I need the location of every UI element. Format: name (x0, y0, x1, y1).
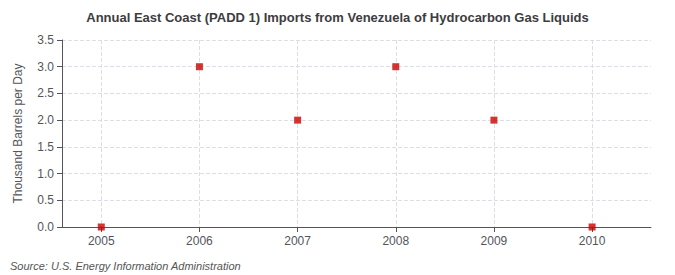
svg-text:Thousand Barrels per Day: Thousand Barrels per Day (11, 63, 25, 203)
svg-text:2009: 2009 (481, 234, 508, 248)
svg-text:2006: 2006 (186, 234, 213, 248)
svg-text:2010: 2010 (579, 234, 606, 248)
svg-text:3.0: 3.0 (37, 60, 54, 74)
svg-text:1.0: 1.0 (37, 167, 54, 181)
svg-text:0.5: 0.5 (37, 193, 54, 207)
svg-text:2008: 2008 (382, 234, 409, 248)
svg-text:1.5: 1.5 (37, 140, 54, 154)
svg-text:Annual East Coast (PADD 1) Imp: Annual East Coast (PADD 1) Imports from … (86, 10, 589, 25)
svg-text:3.5: 3.5 (37, 33, 54, 47)
svg-text:Source: U.S. Energy Informatio: Source: U.S. Energy Information Administ… (10, 260, 241, 272)
svg-text:2.0: 2.0 (37, 113, 54, 127)
svg-text:0.0: 0.0 (37, 220, 54, 234)
svg-text:2005: 2005 (88, 234, 115, 248)
svg-text:2.5: 2.5 (37, 86, 54, 100)
svg-text:2007: 2007 (284, 234, 311, 248)
